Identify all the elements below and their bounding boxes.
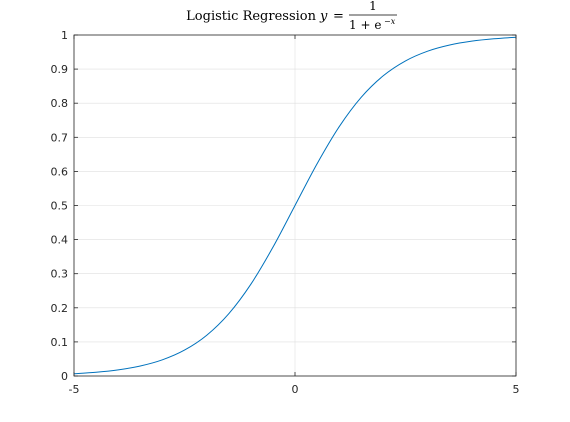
y-tick-label: 0.6 [51,165,69,178]
y-tick-label: 0.9 [51,63,69,76]
x-tick-label: -5 [69,383,80,396]
y-tick-label: 0.1 [51,336,69,349]
y-tick-label: 0.2 [51,302,69,315]
y-tick-label: 1 [61,29,68,42]
y-tick-label: 0.7 [51,131,69,144]
x-tick-label: 5 [513,383,520,396]
title-exponent: −x [384,17,396,26]
y-tick-label: 0.8 [51,97,69,110]
series-layer [73,36,517,375]
y-tick-label: 0.5 [51,200,69,213]
chart-title: Logistic Regression y = 1 1 + e −x [186,0,397,32]
title-prefix: Logistic Regression [186,9,316,24]
series-line [73,36,517,375]
title-var: y [319,9,328,24]
y-tick-label: 0 [61,370,68,383]
plot-area-frame [73,34,517,377]
y-tick-label: 0.4 [51,234,69,247]
x-tick-label: 0 [292,383,299,396]
title-equals: = [333,9,344,24]
y-axis: 0 0.1 0.2 0.3 0.4 0.5 0.6 0.7 0.8 0.9 1 [51,29,516,383]
y-tick-label: 0.3 [51,268,69,281]
title-denominator: 1 + e [349,18,381,32]
title-numerator: 1 [369,0,377,13]
